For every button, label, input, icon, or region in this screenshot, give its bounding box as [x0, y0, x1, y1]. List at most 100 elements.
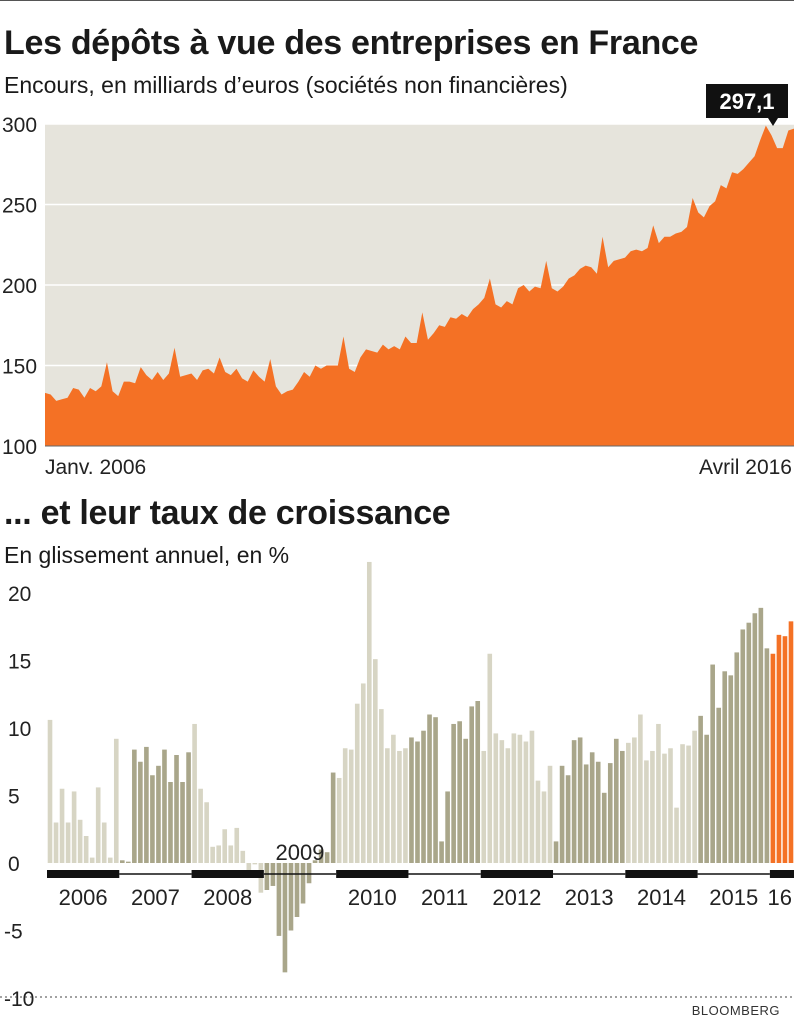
bar [83, 836, 89, 863]
year-label: 2012 [492, 885, 541, 910]
callout-box [706, 84, 788, 126]
bar [626, 742, 631, 863]
bar [246, 863, 252, 873]
bar [433, 717, 438, 863]
bar [156, 765, 161, 863]
bar [656, 723, 661, 863]
bar [162, 749, 167, 863]
bar [186, 752, 191, 863]
year-band [769, 870, 794, 878]
bar [668, 748, 673, 863]
bar [493, 733, 499, 863]
bar [740, 629, 746, 863]
y-tick-label: 100 [2, 436, 37, 459]
bar [589, 752, 595, 863]
bar [469, 706, 475, 863]
bar [77, 819, 83, 863]
y-tick-label: 200 [2, 275, 37, 298]
bar [107, 857, 113, 863]
bar [764, 648, 770, 863]
bar [710, 664, 715, 863]
bar [427, 714, 432, 863]
bar [565, 775, 571, 863]
bar [101, 822, 107, 863]
bar [288, 863, 294, 931]
bar [409, 737, 414, 863]
bar [638, 714, 643, 863]
bar [53, 822, 59, 863]
bar [644, 760, 649, 863]
y-tick-label: 5 [8, 786, 20, 809]
bar [198, 788, 203, 863]
bar [379, 709, 384, 863]
year-label: 2011 [421, 885, 468, 910]
y-tick-label: 0 [8, 853, 20, 876]
year-label: 16 [768, 885, 792, 910]
bar [704, 734, 709, 863]
bar [698, 715, 703, 863]
bar [782, 636, 788, 863]
bar [415, 741, 420, 863]
bar [65, 822, 71, 863]
bar [306, 863, 312, 884]
bar [373, 659, 378, 863]
bar [300, 863, 306, 904]
top-rule [0, 0, 794, 1]
year-label: 2006 [59, 885, 108, 910]
bar [71, 791, 77, 863]
bar [132, 749, 137, 863]
source-credit: BLOOMBERG [691, 1003, 780, 1018]
bar [276, 863, 282, 936]
bar [758, 607, 764, 863]
area-chart-deposits: 100 150 200 250 300 Janv. 2006 Avril 2016 29… [2, 84, 794, 479]
bar [788, 621, 794, 863]
year-bands [47, 870, 794, 878]
bar [354, 703, 360, 863]
bar [499, 740, 505, 863]
bar [601, 792, 607, 863]
y-tick-label: 150 [2, 356, 37, 379]
bar [95, 787, 101, 863]
bar [463, 738, 468, 863]
year-label: 2009 [276, 840, 325, 865]
bar [180, 782, 185, 863]
bar [475, 701, 481, 863]
year-band [191, 870, 264, 878]
bar [47, 719, 53, 863]
bar [607, 763, 613, 863]
bar [445, 791, 450, 863]
year-label: 2008 [203, 885, 252, 910]
year-label: 2010 [348, 885, 397, 910]
bar [264, 863, 270, 890]
bar [613, 738, 619, 863]
bar [294, 863, 300, 917]
x-label-start: Janv. 2006 [45, 456, 146, 479]
bar [168, 782, 173, 863]
bar [385, 748, 390, 863]
bar [144, 746, 149, 863]
bar [686, 745, 691, 863]
bar [312, 860, 318, 863]
bar [487, 653, 493, 863]
year-band [47, 870, 120, 878]
bar [113, 738, 119, 863]
bar [571, 740, 577, 863]
bar [505, 748, 511, 863]
callout-value: 297,1 [719, 89, 774, 114]
bar [150, 775, 155, 863]
bar [650, 750, 655, 863]
bar [342, 748, 348, 863]
bar [547, 765, 553, 863]
bar [451, 723, 456, 863]
bar [722, 671, 728, 863]
y-tick-label: 250 [2, 195, 37, 218]
bar [119, 860, 125, 863]
bar [228, 845, 234, 863]
bar [595, 761, 601, 863]
y-tick-label: -5 [4, 921, 23, 944]
bar [348, 749, 354, 863]
bar [511, 733, 517, 863]
bar [734, 652, 740, 863]
